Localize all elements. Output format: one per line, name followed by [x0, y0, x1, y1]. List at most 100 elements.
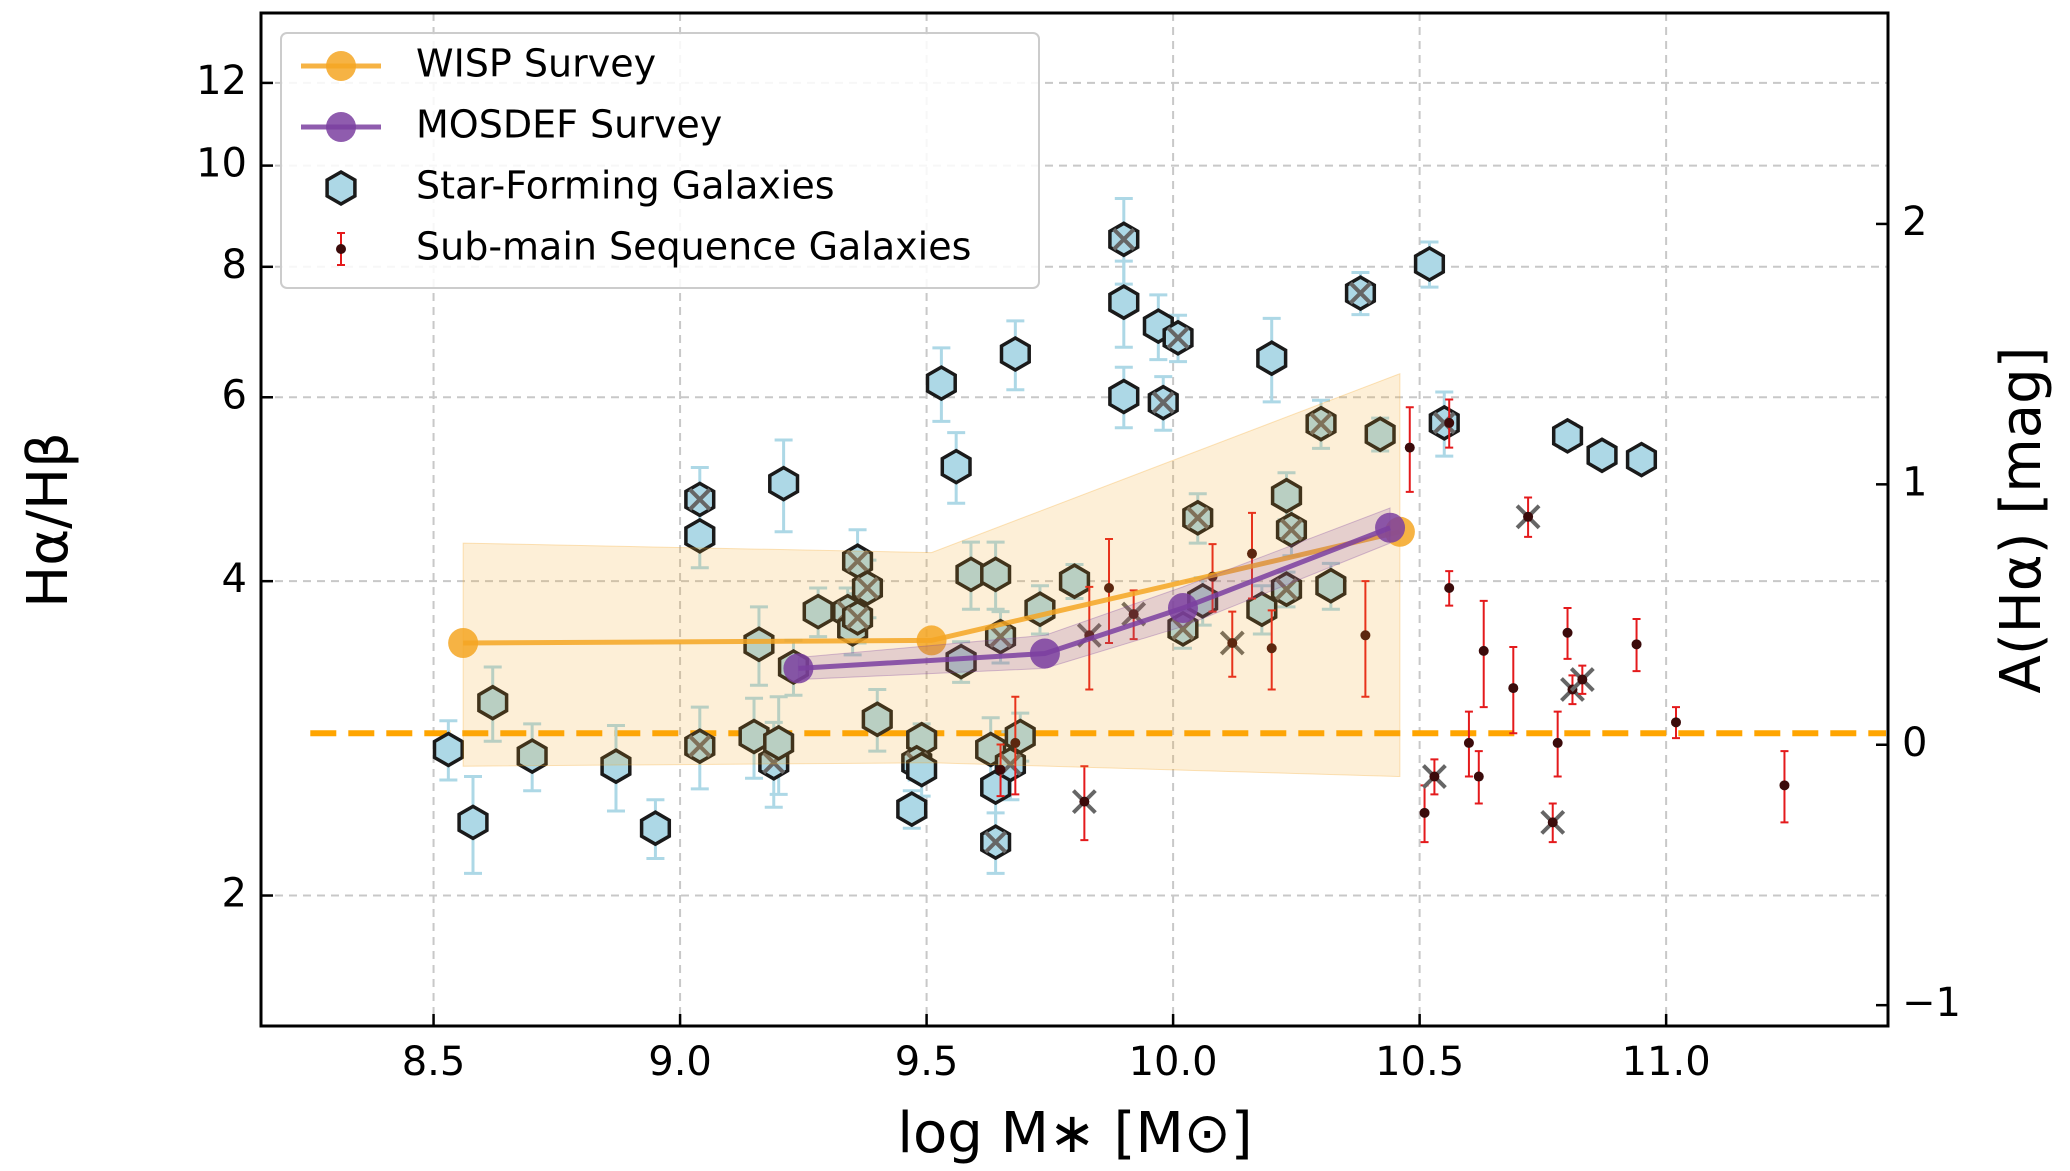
hexagon-point [999, 335, 1031, 373]
hexagon-point [1246, 591, 1278, 628]
y-tick-label: 10 [196, 141, 247, 187]
hexagon-point [1586, 437, 1618, 474]
y-tick-label: 12 [196, 58, 247, 104]
trend-line [798, 525, 1391, 671]
hexagon-point [1270, 477, 1303, 514]
legend-label: WISP Survey [416, 42, 656, 86]
point [1375, 512, 1406, 543]
x-tick-label: 8.5 [402, 1039, 466, 1085]
hexagon-point [1108, 378, 1140, 415]
cross-mark [688, 488, 712, 511]
legend-box [280, 32, 1040, 289]
y2-tick-label: −1 [1902, 980, 1961, 1026]
hexagon-point [896, 791, 928, 828]
dot-point [1010, 737, 1021, 748]
dot-point [1128, 609, 1139, 620]
dot-point [1670, 717, 1681, 728]
hexagon-point [861, 701, 893, 738]
hexagon-point [1625, 441, 1658, 478]
dot-point [1547, 817, 1558, 828]
hexagon-point [768, 465, 800, 502]
cross-mark [1151, 391, 1175, 415]
legend-label: MOSDEF Survey [416, 103, 722, 147]
cross-mark [989, 625, 1012, 648]
legend-marker [336, 244, 346, 254]
y2-tick-label: 2 [1902, 199, 1927, 245]
legend-marker [326, 51, 356, 81]
dot-point [1246, 548, 1257, 559]
hexagon-point [1551, 417, 1584, 454]
hexagon-point [763, 724, 795, 761]
y-tick-label: 2 [222, 871, 247, 917]
cross-mark [846, 606, 869, 630]
dot-point [1104, 583, 1115, 594]
cross-mark [984, 830, 1008, 854]
x-tick-label: 11.0 [1622, 1039, 1711, 1085]
hexagon-point [516, 738, 548, 775]
dot-point [1473, 771, 1484, 782]
dot-point [1562, 627, 1573, 638]
cross-mark [1166, 326, 1190, 350]
hexagon-point [457, 804, 489, 841]
cross-mark [1280, 518, 1303, 542]
hexagon-point [1315, 567, 1347, 604]
x-tick-label: 10.5 [1375, 1039, 1464, 1085]
y2-axis-label: A(Hα) [mag] [1989, 347, 2054, 694]
dot-point [1508, 683, 1519, 694]
point [916, 625, 947, 656]
dot-point [1079, 796, 1090, 807]
hexagon-point [945, 643, 977, 680]
dot-point [1360, 630, 1371, 641]
cross-mark [688, 734, 712, 758]
dot-point [1463, 737, 1474, 748]
dot-point [1444, 583, 1455, 594]
hexagon-point [906, 751, 938, 788]
x-tick-label: 10.0 [1129, 1039, 1218, 1085]
point [1167, 593, 1198, 624]
y-tick-label: 8 [222, 242, 247, 288]
dot-point [995, 764, 1006, 775]
y2-tick-label: 1 [1902, 459, 1927, 505]
hexagon-point [684, 517, 716, 554]
hexagon-point [1413, 245, 1446, 283]
dot-point [1552, 737, 1563, 748]
hexagon-point [743, 626, 775, 663]
cross-mark [1349, 281, 1372, 305]
hexagon-point [940, 448, 972, 485]
cross-mark [1171, 617, 1195, 641]
hexagon-point [432, 731, 464, 768]
dot-point [1523, 511, 1534, 522]
hexagon-point [925, 365, 957, 402]
dot-point [1266, 643, 1277, 654]
cross-mark [1112, 227, 1136, 251]
hexagon-point [1256, 340, 1288, 377]
y-tick-label: 4 [222, 556, 247, 602]
dot-point [1404, 442, 1415, 453]
y2-tick-label: 0 [1902, 720, 1927, 766]
cross-mark [1309, 412, 1333, 436]
hexagon-point [1364, 416, 1396, 453]
y-tick-label: 6 [222, 372, 247, 418]
cross-mark [846, 549, 869, 573]
point [448, 628, 479, 659]
legend-marker [325, 169, 357, 207]
hexagon-point [1108, 284, 1140, 321]
x-tick-label: 9.5 [895, 1039, 959, 1085]
cross-mark [1275, 577, 1298, 601]
dot-point [1444, 417, 1455, 428]
dot-point [1631, 639, 1642, 650]
dot-point [1779, 780, 1790, 791]
hexagon-point [1058, 563, 1091, 600]
cross-mark [1186, 506, 1210, 530]
point [1029, 638, 1060, 669]
hexagon-point [802, 593, 834, 630]
hexagon-point [738, 718, 770, 755]
hexagon-point [980, 556, 1012, 593]
dot-point [1429, 771, 1440, 782]
point [783, 653, 814, 684]
dot-point [1577, 674, 1588, 685]
hexagon-point [477, 684, 509, 721]
legend-marker [326, 112, 356, 142]
